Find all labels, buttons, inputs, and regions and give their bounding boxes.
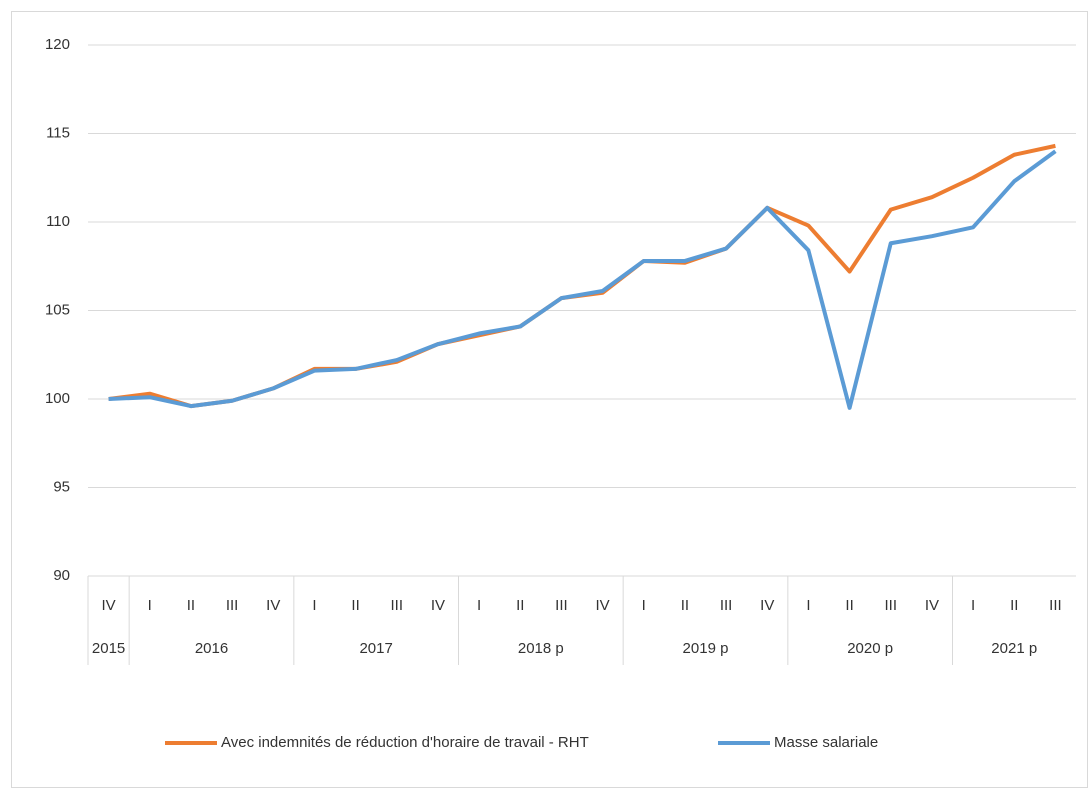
x-tick-label: III	[720, 597, 733, 614]
year-label: 2020 p	[847, 640, 893, 657]
x-tick-label: II	[516, 597, 524, 614]
x-tick-label: II	[351, 597, 359, 614]
x-tick-label: I	[642, 597, 646, 614]
x-tick-label: II	[187, 597, 195, 614]
x-tick-label: IV	[101, 597, 115, 614]
legend-label: Avec indemnités de réduction d'horaire d…	[221, 734, 589, 751]
series-line	[108, 149, 1057, 410]
x-tick-label: III	[390, 597, 403, 614]
y-tick-label: 110	[46, 213, 70, 230]
year-label: 2018 p	[518, 640, 564, 657]
x-tick-label: II	[1010, 597, 1018, 614]
year-label: 2016	[195, 640, 228, 657]
y-tick-label: 100	[45, 390, 70, 407]
x-tick-label: III	[555, 597, 568, 614]
x-tick-label: III	[1049, 597, 1062, 614]
x-tick-label: II	[845, 597, 853, 614]
x-tick-label: I	[148, 597, 152, 614]
legend-label: Masse salariale	[774, 734, 878, 751]
x-tick-label: I	[312, 597, 316, 614]
y-tick-label: 95	[53, 478, 70, 495]
x-tick-label: IV	[266, 597, 280, 614]
year-label: 2017	[359, 640, 392, 657]
x-tick-label: IV	[925, 597, 939, 614]
x-tick-label: II	[681, 597, 689, 614]
x-tick-label: IV	[431, 597, 445, 614]
year-label: 2021 p	[991, 640, 1037, 657]
x-tick-label: III	[226, 597, 239, 614]
x-tick-label: III	[884, 597, 897, 614]
x-tick-label: IV	[760, 597, 774, 614]
x-tick-label: IV	[595, 597, 609, 614]
y-tick-label: 90	[53, 567, 70, 584]
y-tick-label: 115	[46, 124, 70, 141]
year-label: 2015	[92, 640, 125, 657]
x-tick-label: I	[971, 597, 975, 614]
x-tick-label: I	[806, 597, 810, 614]
x-tick-label: I	[477, 597, 481, 614]
y-tick-label: 105	[45, 301, 70, 318]
y-tick-label: 120	[45, 36, 70, 53]
year-label: 2019 p	[683, 640, 729, 657]
